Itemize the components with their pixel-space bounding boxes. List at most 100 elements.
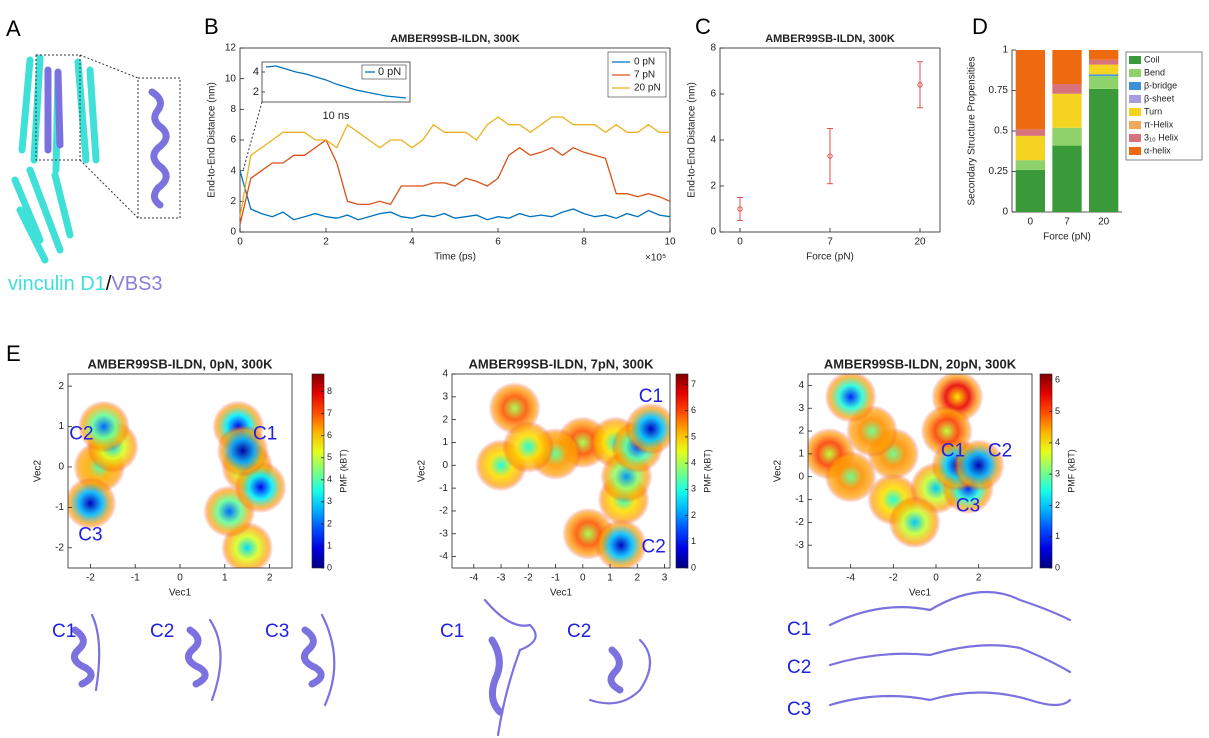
x-tick-label: -2 — [524, 573, 533, 584]
legend-label: Turn — [1144, 106, 1162, 116]
x-tick-label: 2 — [976, 573, 982, 584]
structure — [607, 646, 624, 694]
colorbar-tick-label: 0 — [327, 562, 332, 572]
x-tick-label: -3 — [497, 573, 506, 584]
y-tick-label: 1 — [798, 449, 804, 460]
panel-label: D — [972, 14, 988, 39]
y-tick-label: 4 — [230, 165, 236, 176]
y-tick-label: 8 — [230, 104, 236, 115]
x-tick-label: -1 — [551, 573, 560, 584]
inset-legend — [361, 64, 407, 80]
colorbar-tick-label: 3 — [327, 496, 332, 506]
x-tick-label: 7 — [827, 237, 833, 248]
bar-segment — [1089, 88, 1119, 212]
y-tick-label: 4 — [710, 135, 716, 146]
y-tick-label: 4 — [798, 380, 804, 391]
y-tick-label: 2 — [442, 414, 448, 425]
y-tick-label: -3 — [439, 528, 448, 539]
legend-swatch — [1129, 95, 1141, 103]
y-tick-label: 2 — [798, 426, 804, 437]
structure — [208, 618, 222, 702]
bar-segment — [1015, 160, 1045, 170]
x-tick-label: 0 — [580, 573, 586, 584]
x-tick-label: 4 — [409, 237, 415, 248]
legend-label: α-helix — [1144, 145, 1171, 155]
x-tick-label: 20 — [914, 237, 926, 248]
x-tick-label: 1 — [607, 573, 613, 584]
y-tick-label: 0.5 — [994, 126, 1008, 137]
inset-y-tick-label: 4 — [253, 66, 259, 78]
legend-swatch — [1129, 82, 1141, 90]
colorbar-tick-label: 0 — [1055, 562, 1060, 572]
structure-label: C1 — [440, 621, 464, 642]
y-axis-label: End-to-End Distance (nm) — [687, 82, 698, 198]
colorbar-tick-label: 8 — [327, 386, 332, 396]
panel-label: A — [6, 16, 21, 41]
bar-segment — [1015, 50, 1045, 130]
colorbar-tick-label: 7 — [691, 379, 696, 389]
purple-helix — [148, 88, 170, 209]
bar-segment — [1052, 50, 1082, 85]
x-tick-label: 1 — [222, 573, 228, 584]
inset-line — [265, 65, 407, 99]
pmf-basin — [594, 519, 647, 568]
colorbar — [1039, 373, 1053, 569]
x-tick-label: -2 — [86, 573, 95, 584]
inset-annotation: 10 ns — [323, 110, 350, 122]
structure-label: C2 — [150, 621, 174, 642]
structure-label: C3 — [787, 699, 811, 720]
y-axis-label: End-to-End Distance (nm) — [207, 82, 218, 198]
protein-cartoon — [11, 54, 181, 264]
panel-label: C — [695, 14, 711, 39]
structure-label: C3 — [265, 621, 289, 642]
pmf-basin — [68, 477, 117, 530]
heatmap-layer — [475, 382, 670, 568]
bar-segment — [1052, 84, 1082, 94]
state-label: C1 — [253, 424, 277, 445]
y-tick-label: 0 — [798, 471, 804, 482]
purple-helix — [44, 66, 64, 154]
structure — [320, 613, 336, 707]
legend-swatch — [1129, 69, 1141, 77]
colorbar — [675, 373, 689, 569]
chart-title: AMBER99SB-ILDN, 7pN, 300K — [469, 356, 655, 371]
host-label: vinculin D1 — [8, 273, 106, 295]
y-tick-label: -1 — [795, 494, 804, 505]
x-tick-label: 3 — [662, 573, 668, 584]
error-bar — [737, 197, 743, 221]
pmf-basin — [888, 496, 941, 549]
colorbar-tick-label: 1 — [691, 536, 696, 546]
y-axis-label: Secondary Structure Propensities — [967, 57, 978, 206]
x-tick-label: 0 — [1028, 217, 1034, 228]
colorbar-tick-label: 7 — [327, 408, 332, 418]
chart-title: AMBER99SB-ILDN, 20pN, 300K — [824, 356, 1017, 371]
colorbar-tick-label: 2 — [327, 518, 332, 528]
colorbar-tick-label: 6 — [1055, 375, 1060, 385]
bar-segment — [1015, 129, 1045, 136]
y-tick-label: 1 — [1002, 45, 1008, 56]
chart-title: AMBER99SB-ILDN, 300K — [390, 33, 520, 45]
point — [917, 82, 923, 88]
inset-link — [242, 101, 263, 171]
bar-segment — [1015, 169, 1045, 212]
structure — [488, 636, 504, 716]
x-multiplier: ×10⁵ — [645, 253, 666, 264]
series-line — [239, 139, 671, 225]
x-tick-label: 0 — [237, 237, 243, 248]
state-label: C2 — [988, 441, 1012, 462]
x-tick-label: 10 — [664, 237, 676, 248]
pmf-basin — [502, 421, 555, 474]
x-tick-label: 2 — [323, 237, 329, 248]
bar-segment — [1052, 145, 1082, 212]
colorbar-tick-label: 6 — [691, 405, 696, 415]
protein-label: vinculin D1/VBS3 — [8, 273, 163, 295]
y-tick-label: 12 — [225, 43, 237, 54]
legend-swatch — [1129, 147, 1141, 155]
panel-label: B — [204, 14, 219, 39]
structure — [90, 613, 101, 692]
y-tick-label: 4 — [442, 369, 448, 380]
colorbar-tick-label: 0 — [691, 562, 696, 572]
x-axis-label: Vec1 — [550, 588, 573, 599]
y-tick-label: 0 — [58, 462, 64, 473]
